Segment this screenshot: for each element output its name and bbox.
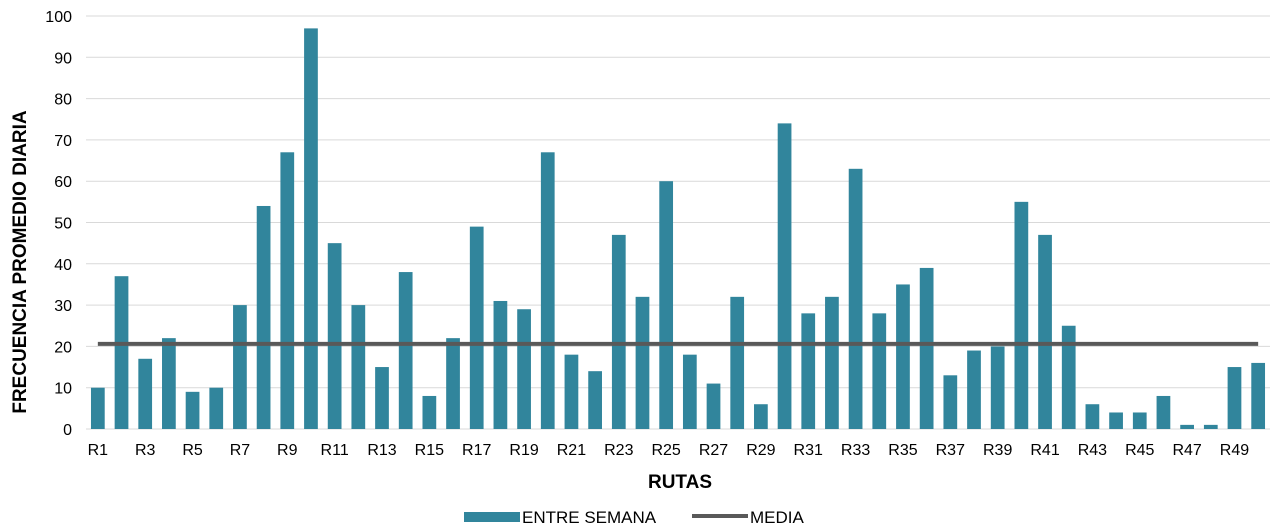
y-tick-label: 80 xyxy=(54,92,72,109)
y-tick-label: 70 xyxy=(54,133,72,150)
y-axis-title: FRECUENCIA PROMEDIO DIARIA xyxy=(10,110,31,414)
x-tick-label: R33 xyxy=(841,442,870,459)
bar-r33 xyxy=(848,168,863,429)
bar-r19 xyxy=(517,309,531,429)
bar-r16 xyxy=(446,338,460,429)
x-tick-label: R37 xyxy=(936,442,965,459)
bar-r20 xyxy=(540,152,555,430)
bar-r41 xyxy=(1038,234,1052,429)
bar-r38 xyxy=(967,350,981,429)
x-tick-label: R27 xyxy=(699,442,728,459)
x-tick-label: R3 xyxy=(135,442,156,459)
x-tick-label: R39 xyxy=(983,442,1012,459)
bar-r42 xyxy=(1061,325,1076,429)
x-tick-label: R43 xyxy=(1078,442,1107,459)
x-axis-ticks: R1 R3 R5 R7 R9 R11 R13 R15 R17 R19 R21 R23 R25 R27 R29… xyxy=(88,442,1250,459)
bar-r14 xyxy=(398,272,413,429)
legend: ENTRE SEMANA MEDIA xyxy=(464,508,805,527)
x-tick-label: R9 xyxy=(277,442,298,459)
x-tick-label: R47 xyxy=(1172,442,1201,459)
bar-r32 xyxy=(825,296,839,429)
bar-r13 xyxy=(375,367,389,429)
bar-r5 xyxy=(185,391,200,429)
bar-r30 xyxy=(777,123,792,429)
bar-r31 xyxy=(801,313,816,429)
bar-r47 xyxy=(1180,424,1194,429)
bar-r11 xyxy=(327,243,342,429)
legend-swatch-entre-semana xyxy=(464,512,520,522)
bar-r49 xyxy=(1227,367,1242,429)
y-tick-label: 0 xyxy=(63,422,72,439)
x-tick-label: R5 xyxy=(182,442,203,459)
y-tick-label: 40 xyxy=(54,257,72,274)
bar-r35 xyxy=(896,284,910,429)
y-tick-label: 10 xyxy=(54,381,72,398)
bar-r23 xyxy=(611,234,626,429)
y-tick-label: 30 xyxy=(54,298,72,315)
x-tick-label: R1 xyxy=(88,442,109,459)
x-axis-title: RUTAS xyxy=(648,472,712,493)
y-tick-label: 50 xyxy=(54,216,72,233)
bar-r15 xyxy=(422,395,437,429)
y-tick-label: 20 xyxy=(54,339,72,356)
x-tick-label: R11 xyxy=(321,442,349,459)
legend-label-media: MEDIA xyxy=(750,508,805,527)
bar-r27 xyxy=(706,383,721,429)
bar-r7 xyxy=(233,305,247,429)
x-tick-label: R31 xyxy=(794,442,823,459)
x-tick-label: R23 xyxy=(604,442,633,459)
x-tick-label: R21 xyxy=(557,442,586,459)
x-tick-label: R13 xyxy=(367,442,396,459)
bar-r3 xyxy=(138,358,153,429)
bar-r48 xyxy=(1203,424,1218,429)
bar-r1 xyxy=(90,387,105,429)
bar-r34 xyxy=(872,313,887,429)
y-axis-ticks: 0 10 20 30 40 50 60 70 80 90 100 xyxy=(45,9,72,439)
bar-r45 xyxy=(1132,412,1147,429)
bar-r10 xyxy=(304,28,318,429)
bar-r43 xyxy=(1085,404,1100,429)
bar-r39 xyxy=(990,346,1005,429)
bar-r46 xyxy=(1156,395,1171,429)
x-tick-label: R15 xyxy=(415,442,444,459)
legend-label-entre-semana: ENTRE SEMANA xyxy=(522,508,657,527)
x-tick-label: R41 xyxy=(1030,442,1059,459)
x-tick-label: R17 xyxy=(462,442,491,459)
y-tick-label: 90 xyxy=(54,50,72,67)
bar-r24 xyxy=(635,296,650,429)
bar-r40 xyxy=(1014,201,1029,429)
bar-r28 xyxy=(730,296,745,429)
bar-r36 xyxy=(919,267,934,429)
x-tick-label: R25 xyxy=(651,442,680,459)
bar-r26 xyxy=(682,354,697,429)
x-tick-label: R45 xyxy=(1125,442,1154,459)
bar-r6 xyxy=(209,387,224,429)
bar-r8 xyxy=(256,205,271,429)
x-tick-label: R19 xyxy=(509,442,538,459)
bar-r25 xyxy=(659,181,674,429)
bar-r12 xyxy=(351,305,366,429)
bar-r37 xyxy=(943,375,958,429)
x-tick-label: R7 xyxy=(230,442,251,459)
x-tick-label: R29 xyxy=(746,442,775,459)
bar-r50 xyxy=(1251,362,1266,429)
bar-r18 xyxy=(493,300,508,429)
bar-r22 xyxy=(588,371,602,429)
x-tick-label: R35 xyxy=(888,442,917,459)
x-tick-label: R49 xyxy=(1220,442,1249,459)
bar-r17 xyxy=(469,226,484,429)
bar-r2 xyxy=(114,276,129,429)
bar-r44 xyxy=(1109,412,1123,429)
bar-r29 xyxy=(754,404,768,429)
bar-r9 xyxy=(280,152,295,430)
bar-r4 xyxy=(162,338,176,429)
bar-r21 xyxy=(564,354,579,429)
bar-series-entre-semana xyxy=(90,28,1266,430)
y-tick-label: 100 xyxy=(45,9,72,26)
y-tick-label: 60 xyxy=(54,174,72,191)
